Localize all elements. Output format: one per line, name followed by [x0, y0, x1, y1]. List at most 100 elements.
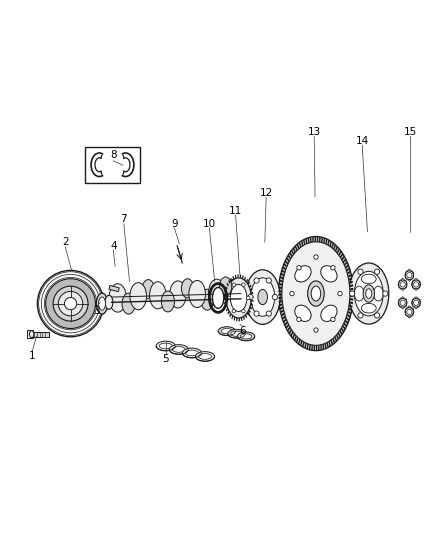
- Polygon shape: [240, 274, 241, 278]
- Polygon shape: [250, 288, 253, 291]
- Ellipse shape: [195, 352, 215, 361]
- Polygon shape: [237, 274, 239, 278]
- Polygon shape: [249, 285, 251, 288]
- Bar: [32, 332, 49, 337]
- Text: 12: 12: [260, 188, 273, 198]
- Circle shape: [407, 309, 412, 314]
- Polygon shape: [345, 264, 349, 269]
- Circle shape: [242, 283, 245, 286]
- Polygon shape: [349, 304, 353, 308]
- Polygon shape: [314, 237, 316, 242]
- Polygon shape: [322, 344, 325, 350]
- Polygon shape: [248, 310, 251, 313]
- Circle shape: [314, 255, 318, 259]
- Polygon shape: [316, 345, 318, 351]
- Polygon shape: [281, 269, 285, 273]
- Polygon shape: [294, 335, 297, 341]
- Polygon shape: [230, 278, 232, 281]
- Circle shape: [53, 286, 88, 321]
- Polygon shape: [309, 344, 311, 350]
- Ellipse shape: [307, 281, 324, 306]
- Circle shape: [383, 291, 388, 296]
- Ellipse shape: [109, 284, 127, 312]
- Ellipse shape: [226, 278, 251, 318]
- Ellipse shape: [361, 274, 376, 284]
- Circle shape: [46, 279, 95, 328]
- Circle shape: [247, 296, 250, 300]
- Circle shape: [400, 282, 405, 287]
- Polygon shape: [229, 313, 231, 317]
- Ellipse shape: [258, 289, 268, 305]
- Ellipse shape: [295, 305, 311, 321]
- Circle shape: [412, 298, 420, 307]
- Bar: [85, 147, 141, 183]
- Circle shape: [64, 297, 77, 310]
- Polygon shape: [228, 280, 230, 284]
- Polygon shape: [279, 283, 283, 286]
- Ellipse shape: [170, 281, 186, 308]
- Polygon shape: [289, 252, 293, 257]
- Ellipse shape: [185, 350, 198, 356]
- Polygon shape: [347, 271, 351, 274]
- Ellipse shape: [374, 286, 383, 301]
- Circle shape: [290, 292, 294, 296]
- Ellipse shape: [237, 332, 255, 341]
- Ellipse shape: [189, 280, 205, 308]
- Polygon shape: [285, 260, 288, 265]
- Circle shape: [254, 311, 259, 316]
- Polygon shape: [241, 317, 243, 321]
- Text: 3: 3: [93, 306, 100, 316]
- Ellipse shape: [201, 289, 214, 310]
- Circle shape: [400, 300, 405, 305]
- Ellipse shape: [198, 353, 212, 359]
- Polygon shape: [327, 240, 330, 245]
- Text: 1: 1: [29, 351, 35, 361]
- Polygon shape: [243, 316, 245, 320]
- Text: 4: 4: [110, 240, 117, 251]
- Polygon shape: [251, 303, 253, 306]
- Ellipse shape: [363, 285, 374, 302]
- Ellipse shape: [361, 303, 376, 313]
- Circle shape: [374, 313, 380, 318]
- Polygon shape: [224, 294, 226, 296]
- Ellipse shape: [218, 327, 236, 335]
- Circle shape: [374, 269, 380, 274]
- Circle shape: [338, 292, 342, 296]
- Polygon shape: [304, 343, 307, 349]
- Ellipse shape: [96, 293, 108, 314]
- Polygon shape: [283, 263, 287, 268]
- Polygon shape: [329, 241, 332, 247]
- Polygon shape: [318, 345, 320, 351]
- Polygon shape: [224, 298, 226, 300]
- Polygon shape: [291, 249, 294, 255]
- Ellipse shape: [228, 329, 245, 338]
- Polygon shape: [344, 261, 348, 266]
- Polygon shape: [279, 300, 283, 303]
- Circle shape: [58, 292, 83, 316]
- Ellipse shape: [172, 346, 185, 352]
- Polygon shape: [295, 245, 298, 251]
- Ellipse shape: [159, 343, 172, 349]
- Circle shape: [37, 270, 104, 337]
- Polygon shape: [349, 277, 352, 281]
- Polygon shape: [235, 274, 237, 279]
- Ellipse shape: [311, 286, 321, 301]
- Polygon shape: [289, 329, 292, 334]
- Ellipse shape: [354, 286, 364, 301]
- Polygon shape: [281, 313, 285, 317]
- Polygon shape: [290, 332, 293, 337]
- Polygon shape: [349, 281, 353, 284]
- Polygon shape: [280, 276, 283, 279]
- Ellipse shape: [105, 295, 113, 309]
- Polygon shape: [224, 302, 226, 304]
- Polygon shape: [279, 290, 282, 292]
- Polygon shape: [300, 341, 303, 346]
- Circle shape: [297, 317, 301, 321]
- Bar: [109, 285, 119, 292]
- Polygon shape: [227, 311, 230, 314]
- Polygon shape: [307, 344, 309, 349]
- Ellipse shape: [161, 291, 174, 312]
- Polygon shape: [298, 339, 300, 345]
- Polygon shape: [314, 345, 315, 351]
- Polygon shape: [350, 284, 353, 287]
